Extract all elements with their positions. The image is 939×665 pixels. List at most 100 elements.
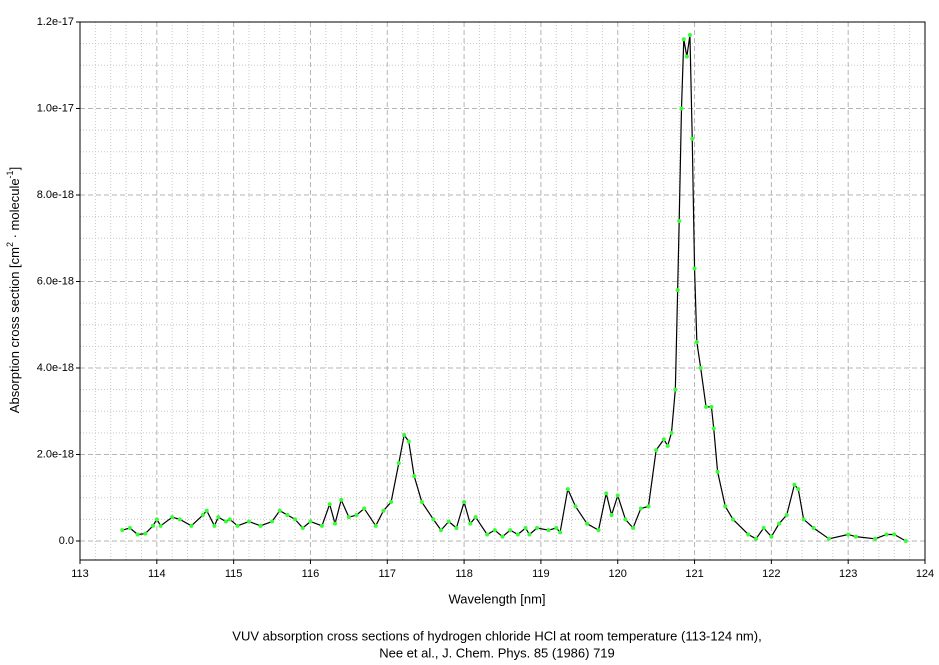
data-point <box>826 536 831 541</box>
data-point <box>354 513 359 518</box>
data-point <box>150 523 155 528</box>
data-point <box>515 532 520 537</box>
data-point <box>277 508 282 513</box>
x-tick-label: 117 <box>378 568 396 580</box>
data-point <box>508 528 513 533</box>
data-point <box>646 504 651 509</box>
data-point <box>692 266 697 271</box>
data-point <box>170 515 175 520</box>
data-point <box>723 504 728 509</box>
data-point <box>677 218 682 223</box>
chart-subtitle: Nee et al., J. Chem. Phys. 85 (1986) 719 <box>379 645 615 660</box>
data-point <box>189 523 194 528</box>
data-point <box>730 517 735 522</box>
chart-title: VUV absorption cross sections of hydroge… <box>232 628 761 643</box>
data-point <box>247 519 251 524</box>
data-point <box>346 515 351 520</box>
data-point <box>319 523 324 528</box>
x-tick-label: 116 <box>302 568 320 580</box>
y-label-text: Absorption cross section [cm <box>7 247 22 413</box>
data-point <box>554 525 559 530</box>
data-point <box>558 530 563 535</box>
data-point <box>158 523 163 528</box>
data-point <box>227 517 232 522</box>
data-point <box>362 506 367 511</box>
data-point <box>546 528 551 533</box>
y-label-text: · molecule <box>7 178 22 242</box>
data-point <box>523 525 528 530</box>
y-tick-label: 2.0e-18 <box>37 448 74 460</box>
y-label-sup: 2 <box>5 242 15 247</box>
x-tick-label: 121 <box>685 568 703 580</box>
y-tick-label: 8.0e-18 <box>37 189 74 201</box>
data-point <box>468 521 473 526</box>
y-label-sup: -1 <box>5 170 15 178</box>
data-point <box>796 487 801 492</box>
data-point <box>339 497 344 502</box>
x-tick-label: 114 <box>148 568 166 580</box>
data-point <box>673 387 678 392</box>
data-point <box>903 538 908 543</box>
data-point <box>690 136 695 141</box>
data-point <box>300 525 305 530</box>
data-point <box>419 500 424 505</box>
data-point <box>698 365 703 370</box>
data-point <box>373 523 378 528</box>
data-point <box>154 517 159 522</box>
y-tick-label: 4.0e-18 <box>37 362 74 374</box>
data-point <box>638 506 643 511</box>
data-point <box>585 521 589 526</box>
plot-frame <box>79 21 926 561</box>
data-point <box>811 525 816 530</box>
data-point <box>892 532 897 537</box>
data-point <box>761 525 766 530</box>
data-point <box>801 517 806 522</box>
data-point <box>381 508 386 513</box>
data-point <box>143 531 148 536</box>
x-tick-label: 122 <box>762 568 780 580</box>
y-tick-label: 1.0e-17 <box>37 102 74 114</box>
data-point <box>216 515 221 520</box>
data-point <box>681 37 686 42</box>
data-point <box>177 517 182 522</box>
data-point <box>462 500 467 505</box>
data-point <box>389 500 394 505</box>
data-point <box>293 517 298 522</box>
y-tick-label: 6.0e-18 <box>37 275 74 287</box>
data-point <box>235 523 240 528</box>
x-axis-label: Wavelength [nm] <box>448 591 545 606</box>
data-point <box>565 487 570 492</box>
data-point <box>535 525 540 530</box>
data-point <box>675 288 680 293</box>
data-point <box>333 521 338 526</box>
y-label-text: ] <box>7 167 22 171</box>
data-point <box>285 513 290 518</box>
y-tick-label: 1.2e-17 <box>37 16 74 28</box>
data-point <box>439 528 444 533</box>
data-point <box>654 448 659 453</box>
data-point <box>665 443 670 448</box>
data-point <box>431 517 436 522</box>
data-point <box>204 508 209 513</box>
data-point <box>527 532 532 537</box>
data-point <box>792 482 797 487</box>
data-point <box>135 532 140 537</box>
data-point <box>406 439 411 444</box>
data-point <box>573 504 578 509</box>
y-axis-label: Absorption cross section [cm2 · molecule… <box>5 167 22 413</box>
data-point <box>446 519 451 524</box>
data-point <box>873 536 878 541</box>
data-point <box>500 534 505 539</box>
data-point <box>777 521 782 526</box>
data-point <box>485 532 490 537</box>
y-tick-label: 0.0 <box>59 535 74 547</box>
data-point <box>120 528 125 533</box>
data-point <box>604 491 609 496</box>
data-point <box>687 32 692 37</box>
data-point <box>709 404 714 409</box>
data-point <box>492 528 497 533</box>
x-tick-label: 124 <box>916 568 934 580</box>
data-point <box>746 532 751 537</box>
